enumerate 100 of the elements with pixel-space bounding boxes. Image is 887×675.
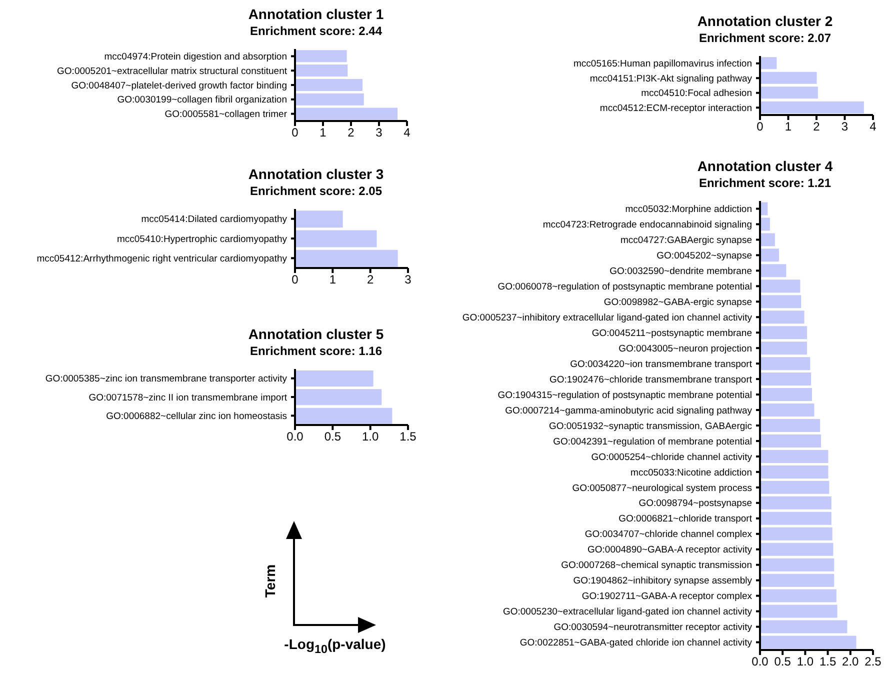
- bar: [295, 93, 364, 106]
- bar: [760, 620, 848, 634]
- chart-subtitle: Enrichment score: 1.16: [248, 344, 384, 358]
- y-tick-label: mcc04512:ECM-receptor interaction: [600, 102, 752, 114]
- text: Term: [262, 563, 278, 600]
- y-tick-label: GO:0005201~extracellular matrix structural constituent: [57, 66, 288, 77]
- x-tick-label: 4: [404, 126, 411, 140]
- bar: [760, 280, 800, 293]
- x-tick-label: 1: [329, 272, 336, 287]
- y-tick-label: GO:0005230~extracellular ligand-gated ion channel activity: [502, 606, 752, 618]
- x-tick-label: 2: [348, 126, 355, 140]
- x-tick-label: 1.0: [796, 654, 814, 669]
- y-tick-label: mcc05412:Arrhythmogenic right ventricular cardiomyopathy: [36, 253, 288, 264]
- bar: [760, 558, 834, 572]
- y-tick-label: mcc04723:Retrograde endocannabinoid signaling: [542, 220, 752, 231]
- y-tick-label: GO:0045211~postsynaptic membrane: [592, 328, 752, 339]
- bar: [295, 64, 348, 77]
- bar: [295, 408, 392, 424]
- x-tick-label: 3: [404, 272, 412, 287]
- chart-title: Annotation cluster 5: [247, 326, 385, 342]
- bar: [760, 264, 786, 278]
- bar: [760, 589, 836, 602]
- x-tick-label: 4: [870, 120, 877, 134]
- bar: [760, 542, 834, 556]
- y-tick-label: GO:0030594~neurotransmitter receptor activity: [554, 622, 752, 634]
- bar: [760, 434, 822, 448]
- bar: [760, 86, 818, 99]
- chart-title: Annotation cluster 3: [247, 166, 385, 182]
- bar: [760, 357, 810, 370]
- bar: [760, 636, 856, 649]
- x-tick-label: 0.0: [752, 654, 769, 669]
- bar: [760, 310, 804, 324]
- y-tick-label: GO:0045202~synapse: [656, 250, 752, 262]
- x-tick-label: 1: [784, 120, 792, 134]
- y-tick-label: GO:0006821~chloride transport: [618, 514, 752, 525]
- bar: [760, 326, 808, 340]
- y-tick-label: GO:0005254~chloride channel activity: [591, 452, 752, 463]
- chart-title: Annotation cluster 2: [696, 13, 834, 29]
- bar: [760, 465, 828, 478]
- bar: [760, 527, 832, 540]
- y-tick-label: GO:0006882~cellular zinc ion homeostasis: [106, 410, 288, 422]
- y-tick-label: mcc05033:Nicotine addiction: [630, 467, 752, 478]
- bar: [760, 450, 828, 463]
- y-tick-label: mcc04727:GABAergic synapse: [620, 235, 752, 246]
- bar: [760, 404, 814, 417]
- y-tick-label: mcc04510:Focal adhesion: [641, 88, 752, 100]
- x-tick-label: 2.5: [864, 654, 882, 669]
- x-tick-label: 0: [292, 126, 299, 140]
- x-tick-label: 1.5: [819, 654, 836, 669]
- bar: [760, 218, 770, 231]
- bar: [760, 388, 812, 402]
- bar: [295, 370, 374, 386]
- y-tick-label: GO:0042391~regulation of membrane potential: [553, 436, 752, 448]
- x-tick-label: 3: [841, 120, 848, 134]
- x-tick-label: 1.5: [400, 430, 417, 444]
- bar: [760, 101, 864, 114]
- y-tick-label: mcc05414:Dilated cardiomyopathy: [141, 214, 288, 226]
- y-tick-label: GO:0060078~regulation of postsynaptic membrane potential: [498, 281, 752, 292]
- y-tick-label: GO:1902476~chloride transmembrane transport: [549, 374, 752, 386]
- bar: [760, 233, 775, 246]
- bar: [760, 248, 779, 262]
- bar: [295, 108, 398, 120]
- chart-subtitle: Enrichment score: 2.07: [698, 31, 832, 45]
- y-tick-label: GO:0007268~chemical synaptic transmission: [561, 560, 752, 572]
- x-tick-label: 2: [813, 120, 820, 134]
- x-tick-label: 2.0: [842, 654, 860, 669]
- chart-subtitle: Enrichment score: 2.05: [248, 184, 384, 198]
- y-tick-label: GO:0048407~platelet-derived growth factor binding: [71, 80, 287, 92]
- y-tick-label: GO:0051932~synaptic transmission, GABAergic: [548, 420, 752, 432]
- y-tick-label: mcc04151:PI3K-Akt signaling pathway: [590, 73, 752, 84]
- x-tick-label: 2: [366, 272, 374, 287]
- chart-title: Annotation cluster 1: [247, 6, 385, 22]
- y-tick-label: GO:0032590~dendrite membrane: [610, 266, 752, 277]
- y-tick-label: GO:0071578~zinc II ion transmembrane import: [88, 392, 288, 404]
- chart-subtitle: Enrichment score: 1.21: [698, 176, 832, 190]
- y-tick-label: GO:1904315~regulation of postsynaptic membrane potential: [498, 390, 752, 401]
- bar: [760, 496, 832, 510]
- y-tick-label: GO:1904862~inhibitory synapse assembly: [573, 576, 752, 587]
- y-tick-label: GO:0098794~postsynapse: [638, 498, 752, 510]
- text: -Log$_{10}$(p-value): [283, 636, 387, 656]
- y-tick-label: GO:0034707~chloride channel complex: [584, 529, 752, 540]
- y-tick-label: mcc04974:Protein digestion and absorption: [104, 52, 287, 63]
- x-tick-label: 3: [376, 126, 383, 140]
- bar: [760, 342, 808, 355]
- y-tick-label: GO:1902711~GABA-A receptor complex: [582, 591, 752, 602]
- chart-title: Annotation cluster 4: [696, 158, 834, 174]
- y-tick-label: GO:0005385~zinc ion transmembrane transporter activity: [45, 374, 288, 385]
- y-tick-label: GO:0007214~gamma-aminobutyric acid signaling pathway: [505, 405, 752, 416]
- y-tick-label: GO:0034220~ion transmembrane transport: [570, 358, 752, 370]
- y-tick-label: GO:0098982~GABA-ergic synapse: [604, 296, 752, 308]
- bar: [295, 78, 362, 91]
- x-tick-label: 1: [320, 126, 327, 140]
- bar: [760, 604, 838, 618]
- x-tick-label: 0.5: [324, 430, 342, 444]
- y-tick-label: GO:0005237~inhibitory extracellular ligand-gated ion channel activity: [462, 312, 752, 324]
- x-tick-label: 0: [756, 120, 764, 134]
- bar: [760, 480, 830, 494]
- y-tick-label: mcc05410:Hypertrophic cardiomyopathy: [116, 234, 288, 245]
- x-tick-label: 1.0: [362, 430, 379, 444]
- bar: [295, 50, 347, 62]
